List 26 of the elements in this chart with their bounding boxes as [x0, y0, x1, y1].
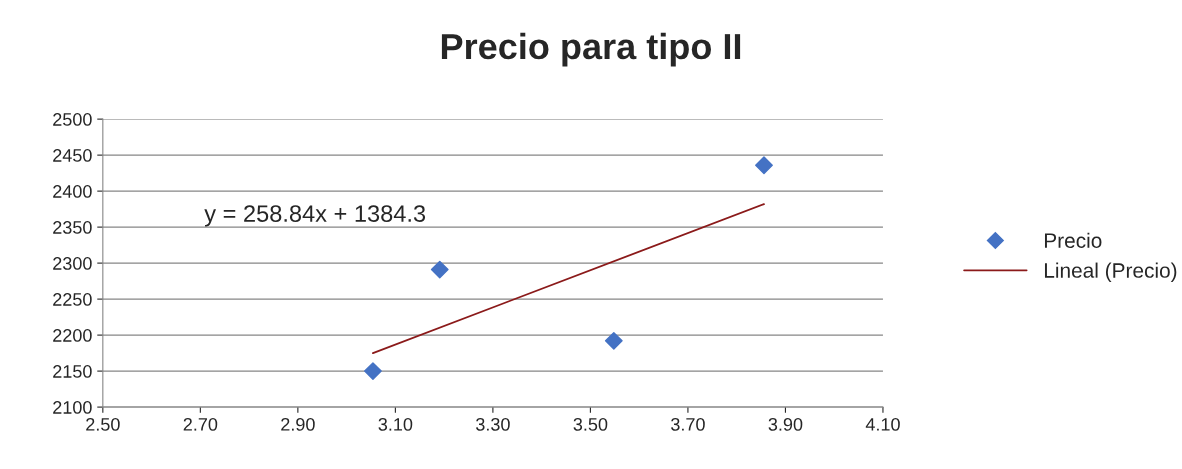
x-tick-label: 3.70: [671, 417, 705, 431]
y-tick-label: 2200: [53, 329, 92, 342]
x-tick-label: 2.90: [281, 417, 315, 431]
y-tick-label: 2500: [53, 113, 92, 126]
x-tick-label: 2.50: [86, 417, 120, 431]
y-tick-label: 2350: [53, 221, 92, 234]
x-tick-label: 3.90: [768, 417, 803, 431]
chart-title: Precio para tipo II: [441, 32, 741, 67]
legend-label: Precio: [1044, 232, 1102, 249]
y-tick-label: 2250: [53, 293, 92, 306]
x-tick-label: 2.70: [183, 417, 218, 431]
y-tick-label: 2450: [53, 149, 92, 162]
x-tick-label: 3.30: [476, 417, 510, 431]
annotation: y = 258.84x + 1384.3: [204, 205, 426, 227]
x-tick-label: 4.10: [865, 417, 900, 431]
y-tick-label: 2400: [53, 185, 92, 198]
legend-label: Lineal (Precio): [1044, 262, 1177, 282]
point: [604, 331, 623, 350]
point: [364, 362, 382, 381]
x-tick-label: 3.50: [573, 417, 608, 431]
y-tick-label: 2300: [53, 257, 92, 270]
y-tick-label: 2100: [53, 401, 92, 414]
y-tick-label: 2150: [53, 365, 92, 378]
x-tick-label: 3.10: [378, 417, 413, 431]
point: [430, 260, 449, 279]
point: [755, 156, 773, 175]
